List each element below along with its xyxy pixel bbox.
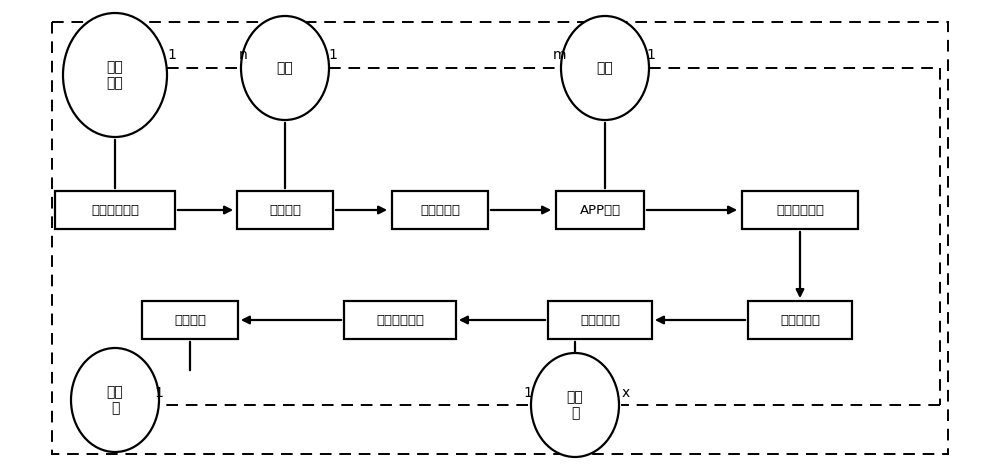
Text: 1: 1	[168, 48, 176, 62]
Bar	[548, 301, 652, 339]
Text: 销售政策制定: 销售政策制定	[91, 204, 139, 217]
Bar	[55, 191, 175, 229]
Text: 合同: 合同	[277, 61, 293, 75]
Ellipse shape	[71, 348, 159, 452]
Text: 客户验收过磅: 客户验收过磅	[376, 313, 424, 326]
Text: m: m	[553, 48, 567, 62]
Bar	[237, 191, 333, 229]
Text: 1: 1	[155, 386, 163, 400]
Text: 1: 1	[329, 48, 337, 62]
Text: 月末结算: 月末结算	[174, 313, 206, 326]
Ellipse shape	[561, 16, 649, 120]
Text: 结算
单: 结算 单	[107, 385, 123, 415]
Bar	[52, 22, 948, 454]
Bar	[344, 301, 456, 339]
Text: 预付款支付: 预付款支付	[420, 204, 460, 217]
Text: 客户车出厂: 客户车出厂	[580, 313, 620, 326]
Ellipse shape	[531, 353, 619, 457]
Text: 1: 1	[647, 48, 655, 62]
Text: n: n	[239, 48, 247, 62]
Text: 合同签署: 合同签署	[269, 204, 301, 217]
Ellipse shape	[241, 16, 329, 120]
Text: 优惠
政策: 优惠 政策	[107, 60, 123, 90]
Text: 发货
单: 发货 单	[567, 390, 583, 420]
Text: 按挂牌价估价: 按挂牌价估价	[776, 204, 824, 217]
Bar	[748, 301, 852, 339]
Bar	[142, 301, 238, 339]
Text: 1: 1	[524, 386, 532, 400]
Text: APP下单: APP下单	[579, 204, 621, 217]
Text: 订单: 订单	[597, 61, 613, 75]
Bar	[392, 191, 488, 229]
Bar	[556, 191, 644, 229]
Text: x: x	[622, 386, 630, 400]
Ellipse shape	[63, 13, 167, 137]
Bar	[742, 191, 858, 229]
Text: 客户车进厂: 客户车进厂	[780, 313, 820, 326]
